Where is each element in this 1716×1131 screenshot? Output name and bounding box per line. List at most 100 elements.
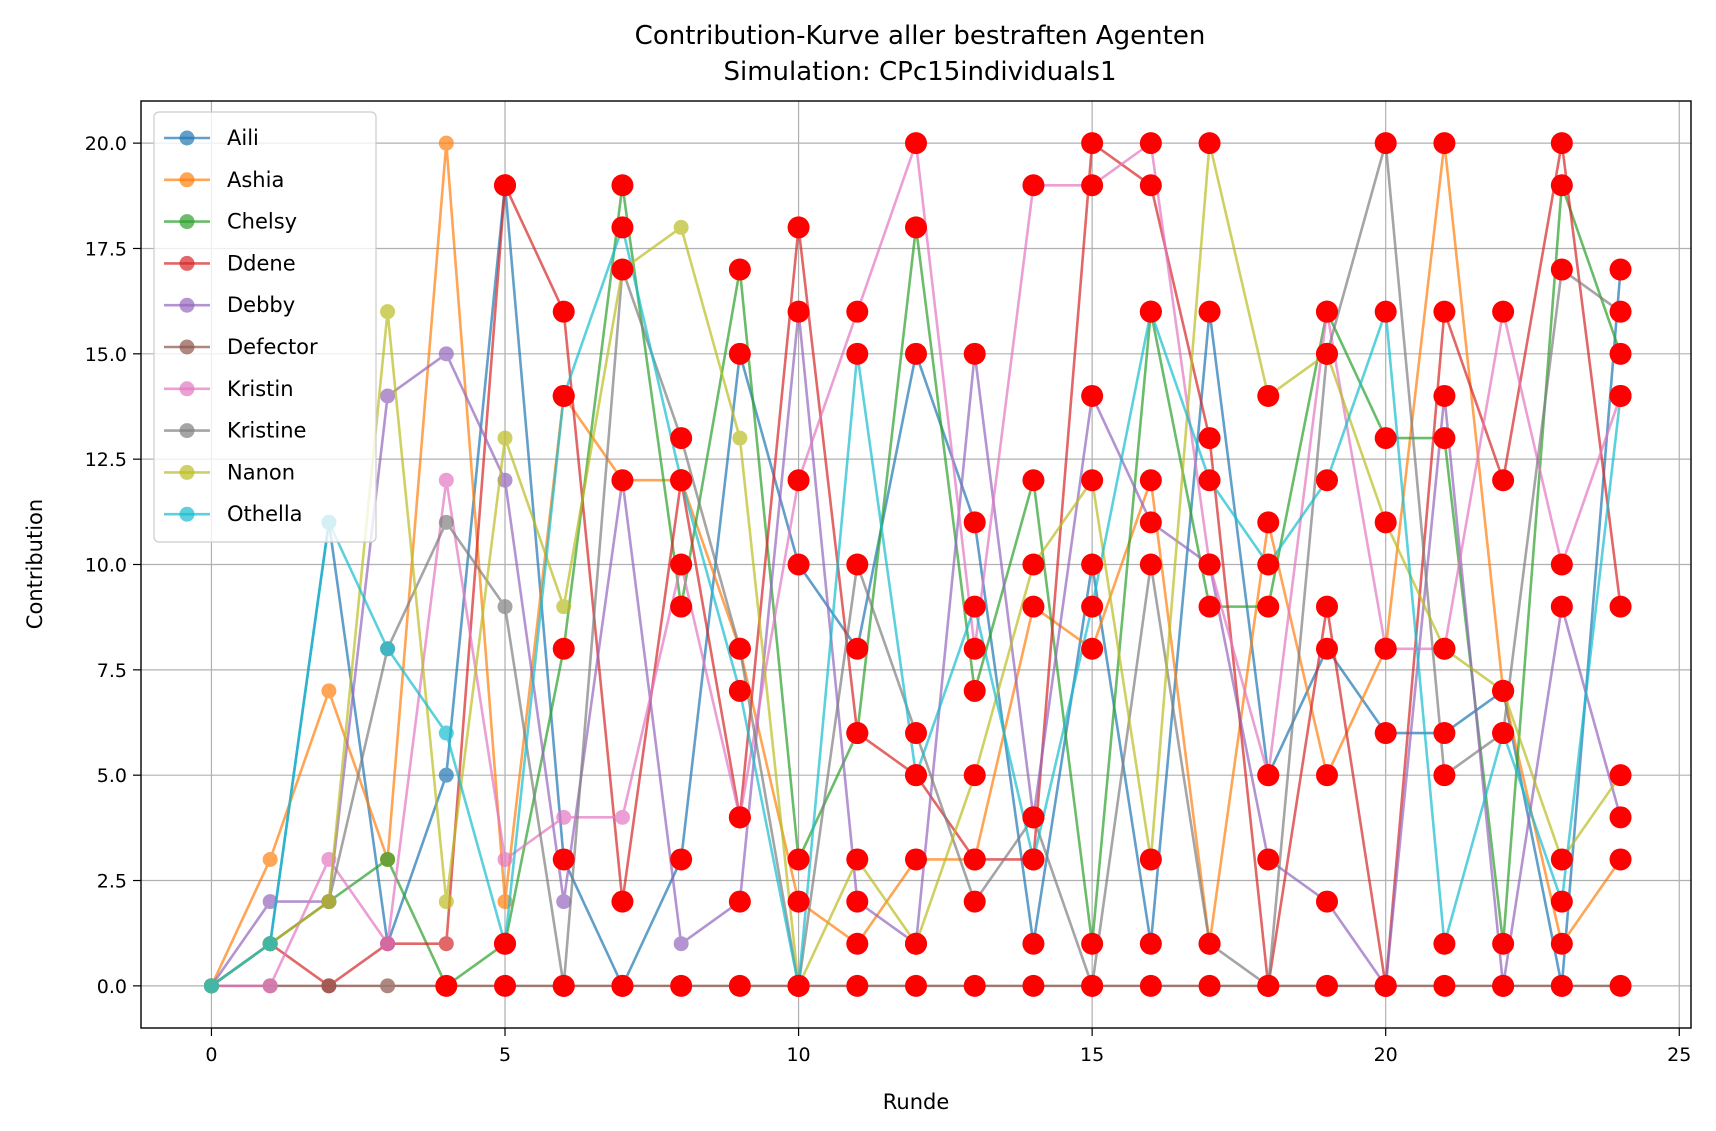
punished-point (552, 300, 575, 323)
punished-point (1550, 974, 1573, 997)
punished-point (1081, 637, 1104, 660)
punished-point (963, 342, 986, 365)
punished-point (1315, 637, 1338, 660)
punished-point (1550, 132, 1573, 155)
punished-point (494, 932, 517, 955)
punished-point (963, 679, 986, 702)
punished-point (905, 764, 927, 787)
legend-marker (179, 297, 195, 313)
punished-point (1433, 932, 1456, 955)
punished-point (1022, 974, 1045, 997)
punished-point (905, 216, 927, 239)
punished-point (1139, 932, 1162, 955)
punished-point (1022, 932, 1045, 955)
x-axis-ticks: 0 5 10 15 20 25 (205, 1028, 1691, 1066)
punished-point (905, 722, 927, 745)
punished-point (1081, 595, 1104, 618)
punished-point (1315, 890, 1338, 913)
punished-point (1257, 764, 1280, 787)
punished-point (728, 806, 751, 829)
punished-point (611, 469, 634, 492)
x-tick-label: 25 (1667, 1044, 1691, 1066)
punished-point (787, 974, 810, 997)
x-tick-label: 15 (1080, 1044, 1104, 1066)
punished-point (728, 258, 751, 281)
y-tick-label: 15.0 (85, 344, 127, 366)
punished-point (728, 890, 751, 913)
punished-point (1139, 469, 1162, 492)
punished-point (1081, 932, 1104, 955)
punished-point (1081, 469, 1104, 492)
legend-label: Kristin (227, 377, 294, 401)
punished-point (1198, 932, 1221, 955)
punished-point (1492, 722, 1515, 745)
legend-label: Ddene (227, 251, 296, 275)
punished-point (1257, 511, 1280, 534)
punished-point (1609, 848, 1632, 871)
punished-point (1609, 806, 1632, 829)
punished-point (1550, 595, 1573, 618)
punished-point (1492, 932, 1515, 955)
punished-point (670, 469, 693, 492)
punished-point (1081, 384, 1104, 407)
data-point (497, 430, 513, 446)
punished-point (1550, 932, 1573, 955)
punished-point (1022, 469, 1045, 492)
punished-point (1609, 974, 1632, 997)
y-tick-label: 20.0 (85, 133, 127, 155)
punished-point (963, 848, 986, 871)
y-tick-label: 5.0 (97, 765, 127, 787)
punished-point (552, 974, 575, 997)
punished-point (905, 848, 927, 871)
x-axis-label: Runde (883, 1090, 950, 1114)
punished-point (1022, 553, 1045, 576)
punished-point (1374, 974, 1397, 997)
data-point (262, 936, 278, 952)
legend-marker (179, 214, 195, 230)
punished-point (1550, 174, 1573, 197)
legend-entry-defector: Defector (164, 335, 318, 359)
punished-point (1081, 553, 1104, 576)
punished-point (1257, 595, 1280, 618)
data-point (262, 978, 278, 994)
data-point (380, 936, 396, 952)
legend-label: Ashia (227, 168, 284, 192)
data-point (673, 936, 689, 952)
punished-point (728, 342, 751, 365)
punished-point (670, 553, 693, 576)
data-point (262, 851, 278, 867)
punished-point (846, 890, 869, 913)
y-tick-label: 17.5 (85, 238, 127, 260)
punished-point (670, 595, 693, 618)
legend-marker (179, 423, 195, 439)
punished-point (1022, 174, 1045, 197)
punished-point (1022, 848, 1045, 871)
punished-point (1609, 595, 1632, 618)
punished-point (846, 932, 869, 955)
punished-point (1433, 637, 1456, 660)
punished-point (787, 553, 810, 576)
punished-point (1081, 974, 1104, 997)
punished-point (1022, 806, 1045, 829)
punished-point (611, 216, 634, 239)
punished-point (552, 848, 575, 871)
punished-point (611, 974, 634, 997)
punished-point (787, 469, 810, 492)
legend-label: Othella (227, 502, 303, 526)
y-tick-label: 10.0 (85, 555, 127, 577)
punished-point (846, 342, 869, 365)
chart-subtitle: Simulation: CPc15individuals1 (724, 57, 1117, 87)
data-point (673, 219, 689, 235)
legend-label: Aili (227, 126, 259, 150)
punished-point (846, 848, 869, 871)
punished-point (1198, 553, 1221, 576)
punished-point (1609, 342, 1632, 365)
legend-entry-kristin: Kristin (164, 377, 294, 401)
punished-markers (435, 132, 1632, 997)
punished-point (1081, 174, 1104, 197)
punished-point (1315, 342, 1338, 365)
punished-point (787, 890, 810, 913)
x-tick-label: 0 (205, 1044, 217, 1066)
data-point (438, 472, 454, 488)
data-point (321, 683, 337, 699)
